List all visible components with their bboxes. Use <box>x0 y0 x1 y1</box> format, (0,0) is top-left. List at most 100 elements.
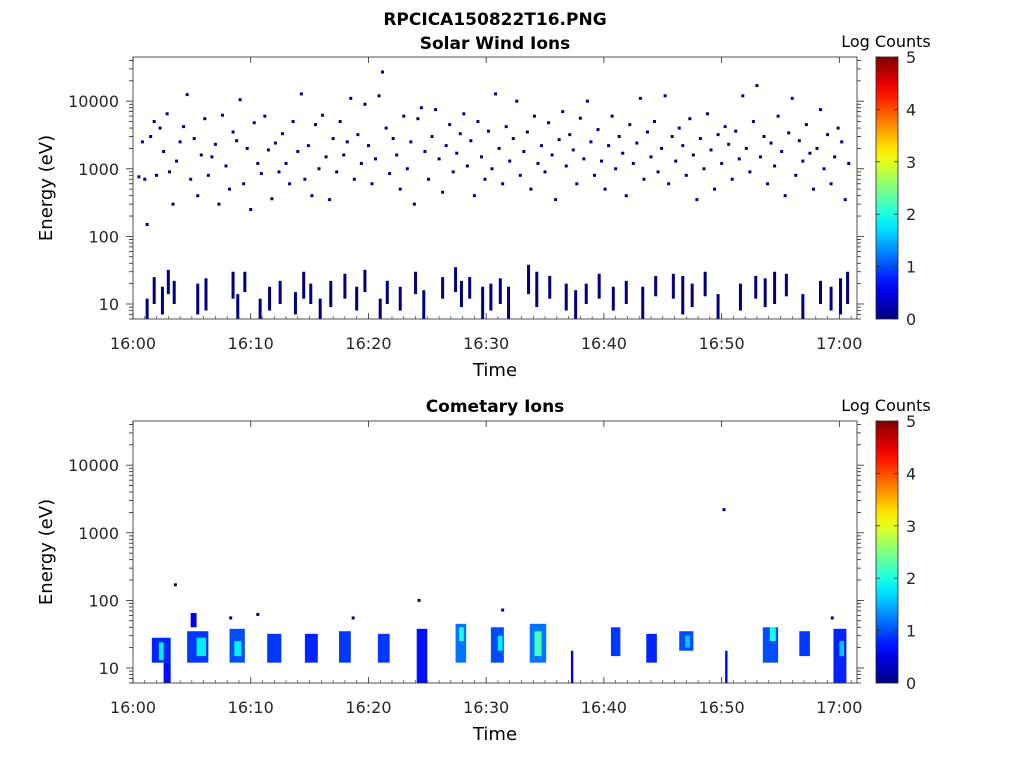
data-point <box>730 177 734 181</box>
data-point <box>783 194 787 198</box>
data-point <box>448 123 452 127</box>
data-point <box>145 222 149 226</box>
data-point <box>515 99 519 103</box>
data-point <box>206 173 210 177</box>
data-point <box>366 144 370 148</box>
data-point <box>412 202 416 206</box>
solar-wind-title: Solar Wind Ions <box>420 34 571 54</box>
data-column <box>654 275 658 297</box>
data-point <box>245 146 249 150</box>
data-point <box>790 96 794 100</box>
data-point <box>751 120 755 124</box>
data-point <box>766 182 770 186</box>
data-point <box>836 126 840 130</box>
data-point <box>143 177 147 181</box>
data-column <box>624 280 628 305</box>
data-column <box>754 275 758 299</box>
data-point <box>727 142 731 146</box>
data-column <box>801 294 805 319</box>
data-point <box>152 120 156 124</box>
data-column <box>597 273 601 299</box>
data-point <box>628 123 632 127</box>
data-point <box>571 148 575 152</box>
data-point <box>554 198 558 202</box>
y-tick-label: 10000 <box>68 456 119 475</box>
data-point <box>158 126 162 130</box>
data-point <box>281 132 285 136</box>
data-point <box>317 167 321 171</box>
data-point <box>259 172 263 176</box>
data-column <box>329 280 333 308</box>
data-column <box>166 269 170 295</box>
data-point <box>331 137 335 141</box>
data-point <box>165 112 169 116</box>
data-block <box>769 627 776 642</box>
data-point <box>171 202 175 206</box>
data-column <box>268 286 272 311</box>
data-column <box>681 275 685 315</box>
data-point <box>722 508 726 512</box>
data-column <box>152 277 156 305</box>
data-column <box>535 271 539 308</box>
data-column <box>564 283 568 311</box>
data-point <box>273 141 277 145</box>
data-point <box>419 106 423 110</box>
data-point <box>140 140 144 144</box>
data-point <box>199 153 203 157</box>
data-point <box>162 150 166 154</box>
data-block <box>377 633 390 663</box>
data-point <box>296 150 300 154</box>
x-tick-label: 17:00 <box>816 334 862 353</box>
data-column <box>738 283 742 311</box>
x-tick-label: 16:00 <box>110 334 156 353</box>
cometary-ylabel: Energy (eV) <box>36 499 57 605</box>
data-point <box>642 177 646 181</box>
data-point <box>840 140 844 144</box>
data-column <box>196 283 200 315</box>
x-tick-label: 16:50 <box>699 334 745 353</box>
data-point <box>518 173 522 177</box>
cometary-colorbar-label: Log Counts <box>841 396 931 415</box>
data-point <box>381 70 385 74</box>
data-point <box>617 135 621 139</box>
data-point <box>472 194 476 198</box>
data-point <box>762 135 766 139</box>
data-point <box>589 140 593 144</box>
plot-frame <box>132 420 858 684</box>
data-column <box>671 273 675 299</box>
data-point <box>178 140 182 144</box>
data-point <box>465 164 469 168</box>
data-block <box>339 631 351 663</box>
data-point <box>451 170 455 174</box>
data-point <box>557 138 561 142</box>
data-point <box>677 126 681 130</box>
data-block <box>725 650 728 683</box>
data-point <box>220 113 224 117</box>
data-point <box>811 187 815 191</box>
data-block <box>799 631 810 657</box>
solar-wind-colorbar-label: Log Counts <box>841 32 931 51</box>
data-point <box>713 187 717 191</box>
plot-data-layer <box>151 508 847 683</box>
data-point <box>352 177 356 181</box>
figure-title: RPCICA150822T16.PNG <box>383 10 606 30</box>
data-point <box>748 170 752 174</box>
data-point <box>388 172 392 176</box>
x-tick-label: 16:40 <box>581 698 627 717</box>
plot-frame <box>132 56 858 320</box>
data-point <box>342 153 346 157</box>
x-tick-label: 16:20 <box>345 334 391 353</box>
colorbar-tick-label: 1 <box>906 258 916 277</box>
data-column <box>441 277 445 299</box>
data-point <box>434 108 438 112</box>
data-point <box>631 161 635 165</box>
data-column <box>527 264 531 295</box>
data-point <box>709 148 713 152</box>
data-point <box>695 198 699 202</box>
data-column <box>839 278 843 315</box>
data-block <box>685 635 690 648</box>
data-point <box>137 175 141 179</box>
data-point <box>741 94 745 98</box>
data-column <box>489 283 493 311</box>
data-point <box>469 139 473 143</box>
